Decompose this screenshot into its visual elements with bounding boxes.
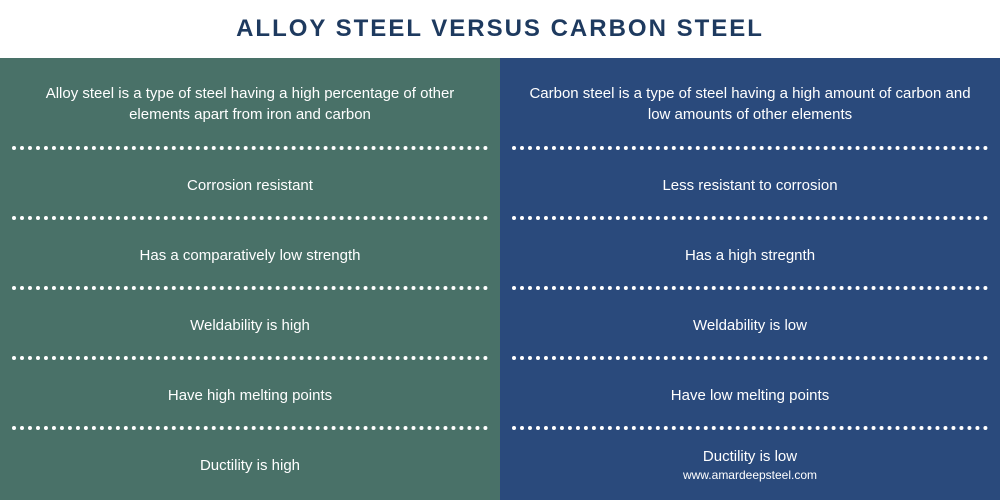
table-row: Has a comparatively low strength xyxy=(0,220,500,290)
table-row: Has a high stregnth xyxy=(500,220,1000,290)
carbon-steel-column: Carbon steel is a type of steel having a… xyxy=(500,58,1000,500)
table-row: Alloy steel is a type of steel having a … xyxy=(0,58,500,150)
table-row: Weldability is high xyxy=(0,290,500,360)
watermark-text: www.amardeepsteel.com xyxy=(683,467,817,484)
cell-text: Ductility is low xyxy=(683,446,817,467)
table-row: Have low melting points xyxy=(500,360,1000,430)
table-row: Ductility is low www.amardeepsteel.com xyxy=(500,430,1000,500)
table-row: Carbon steel is a type of steel having a… xyxy=(500,58,1000,150)
table-row: Have high melting points xyxy=(0,360,500,430)
table-row: Weldability is low xyxy=(500,290,1000,360)
table-row: Corrosion resistant xyxy=(0,150,500,220)
table-row: Ductility is high xyxy=(0,430,500,500)
alloy-steel-column: Alloy steel is a type of steel having a … xyxy=(0,58,500,500)
table-row: Less resistant to corrosion xyxy=(500,150,1000,220)
comparison-table: Alloy steel is a type of steel having a … xyxy=(0,58,1000,500)
page-title: ALLOY STEEL VERSUS CARBON STEEL xyxy=(0,0,1000,58)
